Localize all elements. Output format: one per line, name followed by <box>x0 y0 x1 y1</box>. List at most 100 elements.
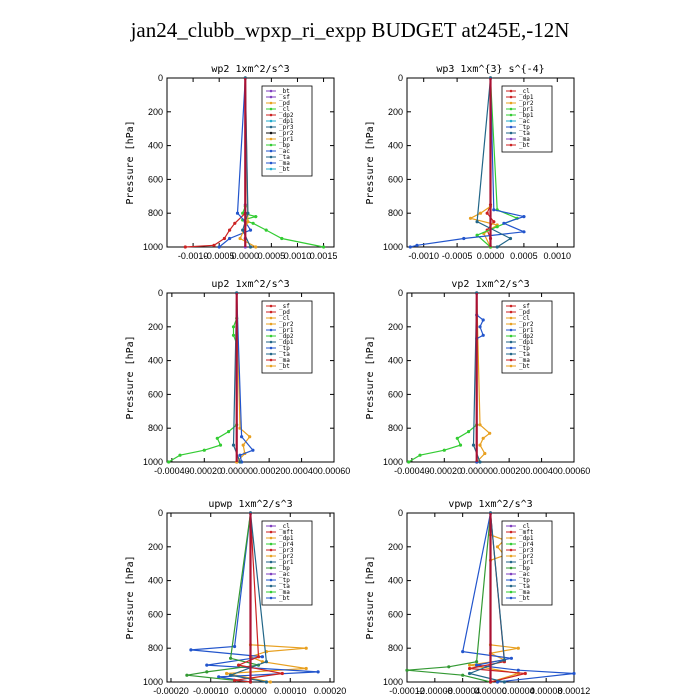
data-point <box>229 673 233 677</box>
legend-marker <box>509 364 513 368</box>
legend-marker <box>509 596 513 600</box>
legend-marker <box>269 572 273 576</box>
y-tick-label: 200 <box>148 107 163 117</box>
data-point <box>467 430 471 434</box>
legend-entry: _ta <box>279 351 290 358</box>
legend-marker <box>269 113 273 117</box>
data-point <box>268 680 272 684</box>
legend-marker <box>269 161 273 165</box>
legend-entry: _ma <box>519 357 530 364</box>
legend-entry: _bt <box>279 88 290 95</box>
data-point <box>238 460 242 464</box>
data-point <box>231 443 236 447</box>
legend-entry: _sf <box>279 303 290 310</box>
data-point <box>468 666 472 671</box>
legend-entry: _pr3 <box>519 547 534 554</box>
legend-entry: _bt <box>279 166 290 173</box>
x-tick-label: -0.00020 <box>187 466 223 476</box>
legend-marker <box>269 310 273 314</box>
data-point <box>509 656 513 660</box>
x-tick-label: 0.00020 <box>314 686 347 696</box>
data-point <box>418 453 422 457</box>
legend-marker <box>269 334 273 338</box>
legend-marker <box>509 530 513 534</box>
legend-marker <box>509 131 513 135</box>
legend-marker <box>269 340 273 344</box>
legend-marker <box>269 524 273 528</box>
legend: _bt_sf_pd_cl_dp2_dp1_pr3_pr2_pr1_bp_ac_t… <box>261 85 313 177</box>
data-point <box>264 680 268 684</box>
data-point <box>227 430 231 434</box>
data-point <box>205 670 209 674</box>
data-point <box>202 448 206 452</box>
legend-entry: _ma <box>279 589 290 596</box>
legend-entry: _bt <box>279 363 290 370</box>
legend-marker <box>269 304 273 308</box>
data-point <box>235 211 240 215</box>
legend-entry: _tp <box>279 345 290 352</box>
data-point <box>241 228 245 232</box>
legend-box <box>261 85 313 177</box>
data-point <box>212 243 216 247</box>
legend-marker <box>269 89 273 93</box>
legend-marker <box>269 364 273 368</box>
y-tick-label: 200 <box>148 322 163 332</box>
legend-marker <box>269 322 273 326</box>
data-point <box>240 435 244 439</box>
data-point <box>251 448 255 452</box>
chart-wp2: wp2 1xm^2/s^3 Pressure [hPa] 0 200 400 600 800… <box>125 64 337 261</box>
figure-title: jan24_clubb_wpxp_ri_expp BUDGET at245E,-… <box>130 18 570 42</box>
legend-entry: _dp1 <box>519 339 534 346</box>
x-tick-label: -0.00020 <box>153 686 189 696</box>
legend-entry: _tp <box>519 124 530 131</box>
legend-entry: _bp1 <box>519 112 534 119</box>
panel-wp2: wp2 1xm^2/s^3 Pressure [hPa] 0 200 400 600 800… <box>125 60 340 280</box>
legend-entry: _pr1 <box>279 559 294 566</box>
panel-title: up2 1xm^2/s^3 <box>211 279 289 290</box>
legend-entry: _bt <box>279 595 290 602</box>
data-point <box>254 245 258 249</box>
series-line-dp2 <box>408 293 478 463</box>
legend-entry: _ac <box>279 571 290 578</box>
data-point <box>516 646 520 650</box>
series-line-dp2 <box>168 293 238 463</box>
x-tick-label: -0.0010 <box>178 251 209 261</box>
legend-entry: _ac <box>279 148 290 155</box>
y-tick-label: 400 <box>148 356 163 366</box>
y-tick-label: 800 <box>388 643 403 653</box>
panel-wp3: wp3 1xm^{3} s^{-4} Pressure [hPa] 0 200 400 6… <box>365 60 580 280</box>
y-tick-label: 800 <box>388 423 403 433</box>
data-point <box>488 431 492 435</box>
data-point <box>246 211 250 215</box>
data-point <box>231 333 236 337</box>
y-tick-label: 600 <box>388 389 403 399</box>
plot-frame <box>166 292 335 463</box>
legend-entry: _sf <box>519 303 530 310</box>
y-tick-label: 1000 <box>143 677 163 687</box>
legend-marker <box>269 119 273 123</box>
y-axis-label: Pressure [hPa] <box>125 120 136 204</box>
legend-entry: _dp1 <box>279 339 294 346</box>
x-tick-label: 0.00010 <box>274 686 307 696</box>
y-axis-label: Pressure [hPa] <box>365 335 376 419</box>
data-point <box>475 233 479 237</box>
legend-entry: _ma <box>519 136 530 143</box>
y-tick-label: 600 <box>148 389 163 399</box>
legend-entry: _bt <box>519 142 530 149</box>
data-point <box>215 436 219 440</box>
data-point <box>225 671 229 676</box>
y-tick-label: 800 <box>148 208 163 218</box>
x-tick-label: 0.00020 <box>253 466 286 476</box>
y-tick-label: 400 <box>388 576 403 586</box>
legend: _sf_pd_cl_pr2_pr1_dp2_dp1_tp_ta_ma_bt <box>261 300 313 374</box>
legend-marker <box>509 554 513 558</box>
data-point <box>478 211 483 215</box>
y-axis-label: Pressure [hPa] <box>365 120 376 204</box>
data-point <box>280 236 284 241</box>
x-tick-label: -0.00008 <box>417 686 453 696</box>
legend-marker <box>269 328 273 332</box>
data-point <box>492 220 496 224</box>
legend-marker <box>509 334 513 338</box>
series-line-ta <box>228 512 268 683</box>
legend-marker <box>269 101 273 105</box>
